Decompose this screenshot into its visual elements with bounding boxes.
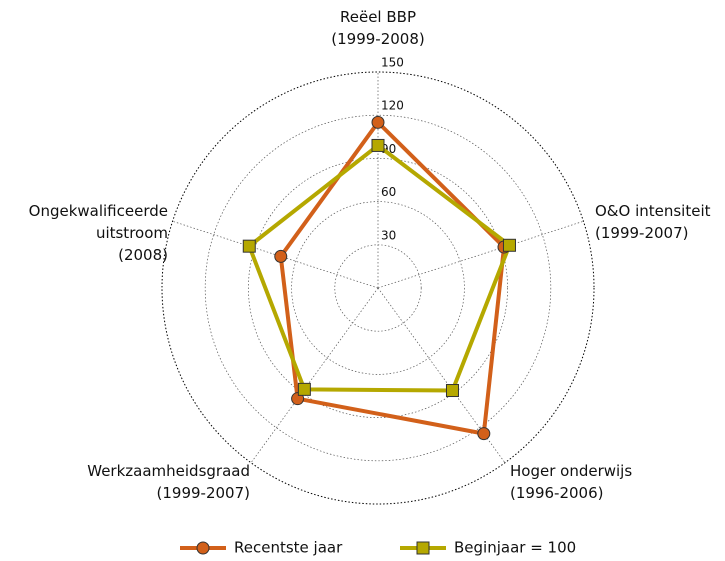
category-label: Hoger onderwijs (1996-2006) <box>510 462 633 502</box>
r-tick-label: 150 <box>381 56 404 70</box>
category-label: O&O intensiteit (1999-2007) <box>595 202 711 242</box>
category-label: Reëel BBP (1999-2008) <box>331 8 425 48</box>
legend-marker <box>196 541 210 555</box>
spoke <box>377 220 584 289</box>
category-label: Werkzaamheidsgraad (1999-2007) <box>87 462 250 502</box>
grid-ring <box>291 201 465 375</box>
grid-ring <box>204 114 552 462</box>
spoke <box>250 287 379 463</box>
legend-label: Recentste jaar <box>234 539 343 557</box>
spoke <box>172 220 379 289</box>
point <box>274 249 288 263</box>
point <box>371 138 385 152</box>
point <box>502 238 516 252</box>
series-line <box>247 143 512 393</box>
series-line <box>278 120 506 436</box>
legend-marker <box>416 541 430 555</box>
point <box>371 115 385 129</box>
r-tick-label: 30 <box>381 228 396 242</box>
grid-ring <box>161 71 595 505</box>
point <box>477 427 491 441</box>
r-tick-label: 120 <box>381 99 404 113</box>
point <box>242 239 256 253</box>
point <box>445 384 459 398</box>
legend-label: Beginjaar = 100 <box>454 539 576 557</box>
category-label: Ongekwalificeerde uitstroom (2008) <box>28 202 168 264</box>
r-tick-label: 60 <box>381 185 396 199</box>
point <box>297 382 311 396</box>
